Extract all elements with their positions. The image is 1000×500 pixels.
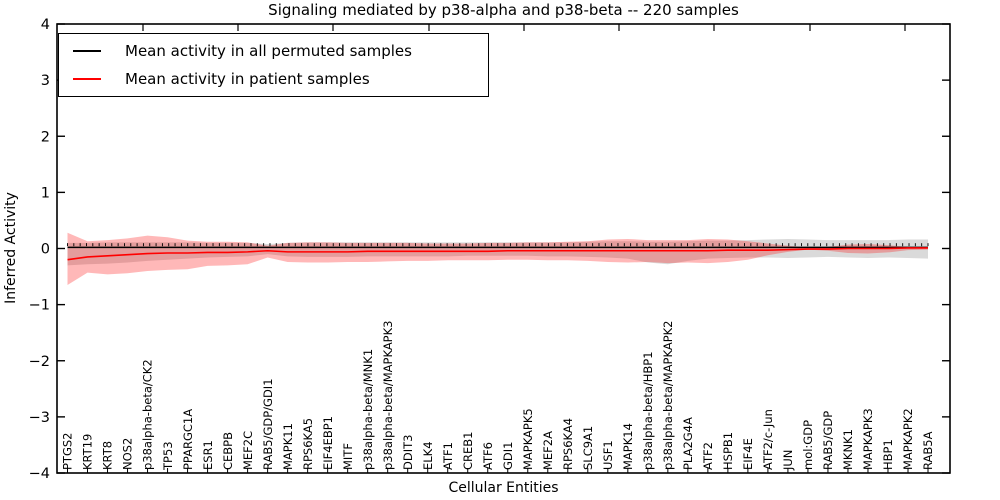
x-category-label: PTGS2 — [61, 433, 75, 471]
x-category-label: p38alpha-beta/MAPKAPK2 — [661, 321, 675, 471]
x-category-label: HBP1 — [881, 439, 895, 470]
y-tick-label: 3 — [41, 73, 50, 89]
x-category-label: USF1 — [601, 440, 615, 470]
legend-item-permuted: Mean activity in all permuted samples — [59, 37, 488, 65]
y-tick-label: 1 — [41, 185, 50, 201]
x-category-label: RPS6KA4 — [561, 418, 575, 470]
x-category-label: MAPKAPK5 — [521, 408, 535, 470]
y-tick-label: 4 — [41, 17, 50, 33]
x-category-label: ATF2 — [701, 442, 715, 470]
x-category-label: RAB5/GDP — [821, 411, 835, 470]
x-category-label: EIF4EBP1 — [321, 416, 335, 470]
chart-title: Signaling mediated by p38-alpha and p38-… — [268, 1, 739, 19]
x-category-label: MEF2C — [241, 431, 255, 470]
black-line-swatch-icon — [73, 49, 101, 52]
x-category-label: KRT8 — [101, 441, 115, 470]
x-category-label: ATF2/c-Jun — [761, 409, 775, 470]
x-category-label: p38alpha-beta/HBP1 — [641, 351, 655, 470]
x-category-label: MKNK1 — [841, 429, 855, 470]
x-category-label: ELK4 — [421, 441, 435, 470]
x-category-label: EIF4E — [741, 438, 755, 470]
x-category-label: HSPB1 — [721, 432, 735, 470]
x-category-label: p38alpha-beta/MNK1 — [361, 349, 375, 470]
red-line-swatch-icon — [73, 78, 101, 81]
x-category-label: DDIT3 — [401, 435, 415, 470]
patient-mean-line — [67, 247, 928, 261]
x-category-label: RPS6KA5 — [301, 418, 315, 470]
x-category-label: MAPKAPK2 — [901, 408, 915, 470]
x-category-label: KRT19 — [81, 434, 95, 470]
x-category-label: CEBPB — [221, 432, 235, 470]
x-category-label: p38alpha-beta/CK2 — [141, 359, 155, 470]
x-category-label: MEF2A — [541, 431, 555, 470]
y-tick-label: 2 — [41, 129, 50, 145]
x-category-label: MAPK14 — [621, 423, 635, 470]
legend: Mean activity in all permuted samples Me… — [58, 33, 489, 97]
y-tick-label: −3 — [29, 410, 50, 426]
x-category-label: GDI1 — [501, 442, 515, 470]
y-tick-label: 0 — [41, 242, 50, 258]
x-category-label: p38alpha-beta/MAPKAPK3 — [381, 321, 395, 471]
x-category-label: ATF6 — [481, 442, 495, 470]
x-category-label: NOS2 — [121, 438, 135, 470]
legend-label-permuted: Mean activity in all permuted samples — [125, 41, 412, 60]
x-category-label: JUN — [781, 450, 795, 471]
x-category-label: PPARGC1A — [181, 409, 195, 470]
x-category-label: ESR1 — [201, 440, 215, 470]
x-axis-label: Cellular Entities — [448, 480, 559, 496]
x-category-label: ATF1 — [441, 442, 455, 470]
x-category-label: mol:GDP — [801, 420, 815, 470]
legend-label-patient: Mean activity in patient samples — [125, 70, 370, 89]
x-category-label: MITF — [341, 443, 355, 470]
x-category-label: RAB5/GDP/GDI1 — [261, 378, 275, 470]
x-category-label: SLC9A1 — [581, 426, 595, 470]
x-category-label: MAPK11 — [281, 423, 295, 470]
y-tick-label: −2 — [29, 354, 50, 370]
x-category-label: MAPKAPK3 — [861, 408, 875, 470]
x-category-label: TP53 — [161, 441, 175, 471]
y-tick-label: −1 — [29, 298, 50, 314]
y-tick-label: −4 — [29, 466, 50, 482]
y-axis-label: Inferred Activity — [3, 192, 19, 304]
legend-item-patient: Mean activity in patient samples — [59, 65, 488, 93]
x-category-label: CREB1 — [461, 432, 475, 471]
x-category-label: PLA2G4A — [681, 417, 695, 470]
x-category-label: RAB5A — [921, 431, 935, 470]
